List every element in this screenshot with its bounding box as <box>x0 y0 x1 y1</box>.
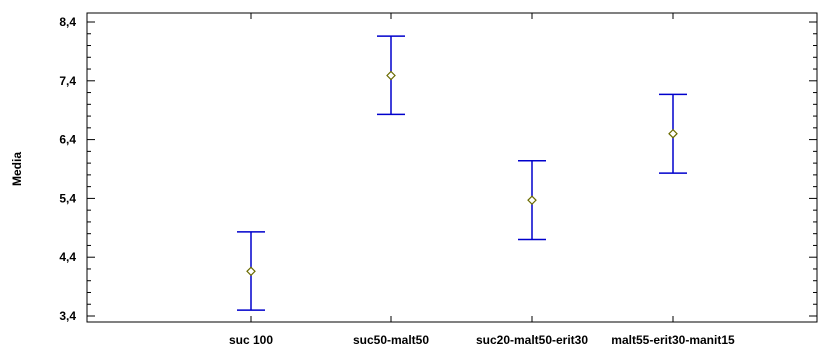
mean-point <box>527 195 537 206</box>
x-category-label: suc 100 <box>229 333 273 347</box>
x-category-label: malt55-erit30-manit15 <box>611 333 735 347</box>
plot-border <box>86 12 818 323</box>
y-tick-label: 5,4 <box>59 191 76 205</box>
y-tick-label: 7,4 <box>59 74 76 88</box>
x-category-label: suc20-malt50-erit30 <box>476 333 588 347</box>
mean-point <box>246 266 256 277</box>
mean-markers <box>246 70 678 277</box>
y-axis-title: Media <box>10 152 24 186</box>
y-tick-label: 3,4 <box>59 309 76 323</box>
y-tick-label: 4,4 <box>59 250 76 264</box>
y-axis-ticks: 8,4 7,4 6,4 5,4 4,4 3,4 <box>59 15 817 323</box>
mean-point <box>668 128 678 139</box>
plot-frame <box>86 12 818 323</box>
interval-bars <box>237 35 687 311</box>
mean-point <box>386 70 396 81</box>
y-tick-label: 8,4 <box>59 15 76 29</box>
x-axis-ticks: suc 100 suc50-malt50 suc20-malt50-erit30 ma… <box>229 13 735 347</box>
x-category-label: suc50-malt50 <box>353 333 429 347</box>
y-tick-label: 6,4 <box>59 133 76 147</box>
